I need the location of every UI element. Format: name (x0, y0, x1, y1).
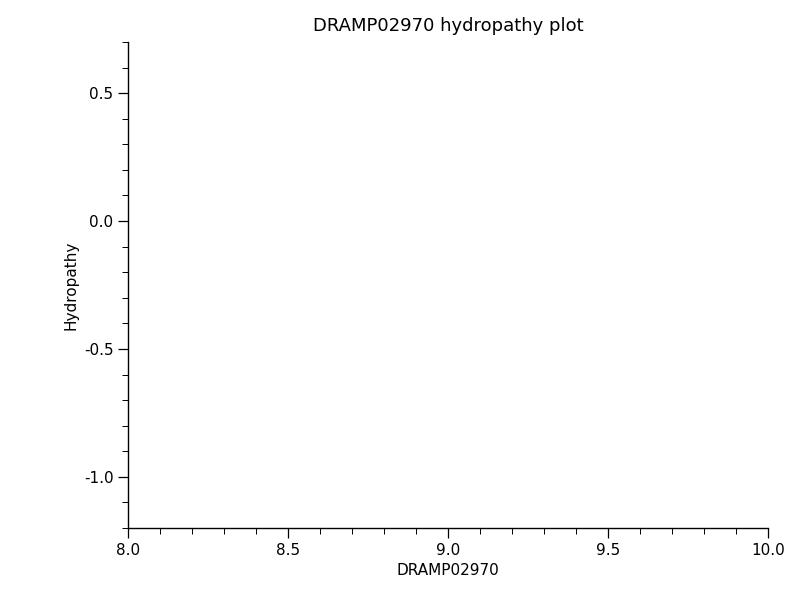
Title: DRAMP02970 hydropathy plot: DRAMP02970 hydropathy plot (313, 17, 583, 35)
X-axis label: DRAMP02970: DRAMP02970 (397, 563, 499, 578)
Y-axis label: Hydropathy: Hydropathy (63, 241, 78, 329)
